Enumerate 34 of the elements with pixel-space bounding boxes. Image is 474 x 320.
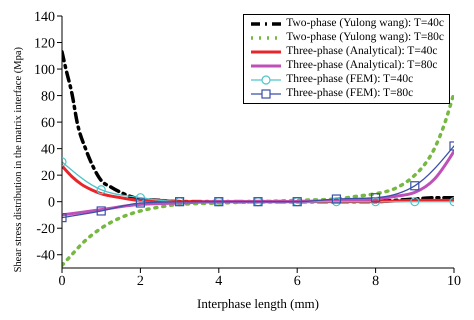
point [371, 193, 380, 202]
y-tick-label: 0 [48, 196, 55, 211]
y-tick-label: 100 [34, 63, 55, 78]
point [332, 197, 341, 206]
x-tick-label: 6 [294, 274, 301, 289]
point [136, 198, 145, 208]
y-tick-label: 20 [41, 169, 55, 184]
legend-label: Two-phase (Yulong wang): T=80c [286, 31, 444, 44]
legend-label: Three-phase (Analytical): T=80c [286, 59, 438, 72]
point [371, 197, 380, 206]
x-tick-label: 0 [58, 274, 66, 289]
point [332, 194, 341, 204]
x-axis-title: Interphase length (mm) [196, 296, 320, 311]
y-tick-label: 80 [41, 90, 55, 105]
point [96, 185, 106, 194]
point [410, 181, 420, 190]
legend-label: Three-phase (FEM): T=40c [286, 73, 414, 86]
y-tick-label: 120 [34, 36, 55, 52]
point [410, 197, 420, 206]
y-tick-label: 140 [34, 10, 55, 25]
y-axis-title: Shear stress distribution in the matrix interface (Mpa) [12, 47, 24, 273]
x-tick-label: 10 [447, 274, 461, 289]
y-tick-label: 60 [41, 116, 55, 132]
x-tick-label: 4 [215, 274, 222, 289]
legend-label: Three-phase (Analytical): T=40c [286, 45, 438, 58]
legend-label: Three-phase (FEM): T=80c [286, 87, 414, 100]
point [96, 206, 106, 216]
legend-label: Two-phase (Yulong wang): T=40c [286, 17, 444, 30]
point [136, 193, 145, 202]
y-tick-label: -40 [36, 248, 55, 264]
x-tick-label: 8 [372, 274, 380, 289]
y-tick-label: 40 [41, 142, 55, 158]
y-tick-label: -20 [36, 222, 55, 238]
x-tick-label: 2 [136, 274, 144, 289]
